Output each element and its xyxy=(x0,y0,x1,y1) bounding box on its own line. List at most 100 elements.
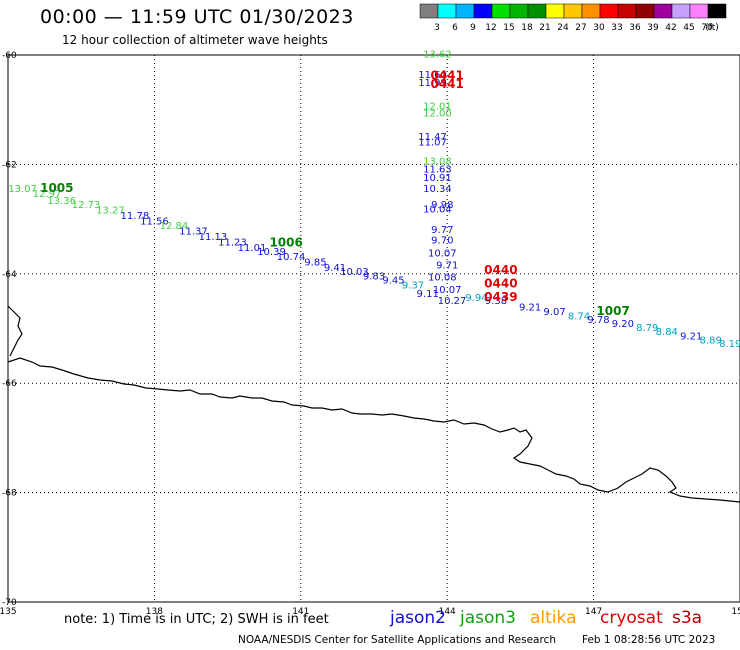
swh-value-label: 8.19 xyxy=(719,339,740,350)
swh-value-label: 9.77 xyxy=(431,225,453,236)
colorbar-label: 33 xyxy=(611,23,622,33)
note-text: note: 1) Time is in UTC; 2) SWH is in fe… xyxy=(64,612,329,627)
swh-value-label: 9.78 xyxy=(587,315,609,326)
colorbar-label: 9 xyxy=(470,23,476,33)
swh-value-label: 9.98 xyxy=(431,200,453,211)
colorbar-label: 12 xyxy=(485,23,496,33)
colorbar-label: 15 xyxy=(503,23,514,33)
swh-value-label: 11.01 xyxy=(238,243,267,254)
swh-value-label: 13.36 xyxy=(47,196,76,207)
swh-value-label: 10.27 xyxy=(438,296,467,307)
colorbar-label: 3 xyxy=(434,23,440,33)
legend-altika: altika xyxy=(530,608,577,628)
swh-value-label: 11.56 xyxy=(140,217,169,228)
swh-value-label: 11.78 xyxy=(121,211,150,222)
swh-value-label: 10.74 xyxy=(277,252,306,263)
colorbar-label: 24 xyxy=(557,23,569,33)
swh-value-label: 8.79 xyxy=(636,323,658,334)
page-subtitle: 12 hour collection of altimeter wave hei… xyxy=(62,33,328,47)
colorbar-unit: (ft) xyxy=(705,23,719,33)
latitude-tick-label: -70 xyxy=(2,598,17,608)
colorbar-label: 21 xyxy=(539,23,550,33)
colorbar-label: 42 xyxy=(665,23,676,33)
swh-value-label: 9.07 xyxy=(543,307,565,318)
swh-value-label: 9.83 xyxy=(363,271,385,282)
swh-value-label: 11.13 xyxy=(199,232,228,243)
swh-value-label: 9.41 xyxy=(324,263,346,274)
colorbar-label: 27 xyxy=(575,23,586,33)
swh-value-label: 9.20 xyxy=(612,319,634,330)
pass-time-label: 0439 xyxy=(484,290,517,304)
swh-value-label: 10.07 xyxy=(428,248,457,259)
swh-value-label: 10.39 xyxy=(257,247,286,258)
legend-jason3: jason3 xyxy=(460,608,516,628)
longitude-tick-label: 150 xyxy=(731,607,740,617)
generated-timestamp: Feb 1 08:28:56 UTC 2023 xyxy=(582,634,716,646)
swh-value-label: 10.07 xyxy=(433,285,462,296)
latitude-tick-label: -66 xyxy=(2,379,17,389)
swh-value-label: 10.03 xyxy=(340,267,369,278)
swh-value-label: 8.74 xyxy=(568,312,590,323)
longitude-tick-label: 135 xyxy=(0,607,17,617)
swh-value-label: 11.99 xyxy=(418,78,447,89)
colorbar-label: 36 xyxy=(629,23,641,33)
swh-value-label: 9.85 xyxy=(304,258,326,269)
swh-value-label: 12.00 xyxy=(423,108,452,119)
colorbar-label: 18 xyxy=(521,23,533,33)
longitude-tick-label: 147 xyxy=(585,607,602,617)
swh-value-label: 9.38 xyxy=(485,296,507,307)
swh-value-label: 9.37 xyxy=(402,281,424,292)
coastline-west-fragment xyxy=(7,305,23,357)
page-title: 00:00 — 11:59 UTC 01/30/2023 xyxy=(40,6,354,28)
swh-value-label: 8.89 xyxy=(700,335,722,346)
swh-value-label: 11.37 xyxy=(179,226,208,237)
longitude-tick-label: 141 xyxy=(292,607,309,617)
longitude-tick-label: 144 xyxy=(439,607,456,617)
map-frame xyxy=(7,54,740,603)
colorbar-label: 6 xyxy=(452,23,458,33)
swh-value-label: 10.04 xyxy=(423,205,452,216)
swh-value-label: 9.71 xyxy=(436,260,458,271)
map-axis-labels: 135 138 141 144 147 150 -60 -62 -64 -66 -68 -70 xyxy=(0,51,740,617)
wave-height-colorbar: 3 6 9 12 15 18 21 24 27 30 33 36 39 42 45 70(ft) xyxy=(419,3,727,33)
latitude-tick-label: -62 xyxy=(2,160,17,170)
antarctic-coastline xyxy=(7,357,740,503)
swh-value-label: 11.60 xyxy=(418,70,447,81)
swh-value-label: 9.21 xyxy=(680,331,702,342)
swh-value-label: 9.11 xyxy=(417,289,439,300)
pass-time-label: 0441 xyxy=(430,77,463,91)
swh-value-label: 12.73 xyxy=(72,200,101,211)
legend-jason2: jason2 xyxy=(390,608,446,628)
swh-value-label: 10.91 xyxy=(423,173,452,184)
swh-value-label: 10.08 xyxy=(428,272,457,283)
swh-value-label: 12.97 xyxy=(33,189,62,200)
swh-value-label: 11.07 xyxy=(418,137,447,148)
pass-time-label: 1005 xyxy=(40,181,73,195)
colorbar-label: 70 xyxy=(701,23,713,33)
latitude-tick-label: -64 xyxy=(2,270,17,280)
colorbar-label: 45 xyxy=(683,23,694,33)
swh-value-label: 13.08 xyxy=(423,156,452,167)
swh-value-label: 13.62 xyxy=(423,50,452,61)
swh-value-label: 12.01 xyxy=(423,102,452,113)
swh-value-label: 13.07 xyxy=(8,184,37,195)
credit-text: NOAA/NESDIS Center for Satellite Applica… xyxy=(238,634,556,646)
colorbar-swatch xyxy=(707,3,727,19)
latitude-tick-label: -60 xyxy=(2,51,17,61)
swh-value-label: 8.84 xyxy=(656,327,678,338)
pass-time-label: 0441 xyxy=(430,69,463,83)
swh-value-label: 12.84 xyxy=(160,221,189,232)
swh-value-label: 11.47 xyxy=(418,132,447,143)
pass-time-label: 1007 xyxy=(596,304,629,318)
pass-time-label: 0440 xyxy=(484,276,517,290)
pass-time-label: 0440 xyxy=(484,263,517,277)
longitude-tick-label: 138 xyxy=(146,607,163,617)
legend-cryosat: cryosat xyxy=(600,608,663,628)
swh-value-label: 9.45 xyxy=(382,276,404,287)
pass-time-label: 1006 xyxy=(269,235,302,249)
swh-value-label: 9.70 xyxy=(431,236,453,247)
